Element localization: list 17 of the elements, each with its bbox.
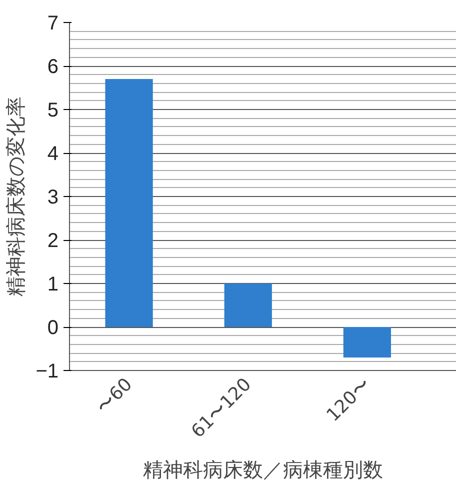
bar bbox=[224, 284, 272, 327]
bar bbox=[343, 327, 392, 358]
x-tick-label: 120〜 bbox=[322, 374, 375, 426]
y-tick-label: 1 bbox=[47, 274, 58, 296]
y-tick-label: 3 bbox=[47, 186, 58, 208]
bar bbox=[105, 79, 153, 327]
y-tick-label: 6 bbox=[47, 56, 58, 78]
y-axis-title: 精神科病床数の変化率 bbox=[4, 96, 28, 296]
y-tick-label: −1 bbox=[36, 360, 59, 382]
y-tick-label: 7 bbox=[47, 12, 58, 34]
y-tick-label: 2 bbox=[47, 230, 58, 252]
y-tick-label: 0 bbox=[47, 317, 58, 339]
y-tick-label: 4 bbox=[47, 143, 58, 165]
y-tick-label: 5 bbox=[47, 100, 58, 122]
x-tick-label: 61〜120 bbox=[187, 374, 256, 442]
x-axis-title: 精神科病床数／病棟種別数 bbox=[143, 458, 383, 482]
x-tick-label: 〜60 bbox=[92, 374, 136, 418]
